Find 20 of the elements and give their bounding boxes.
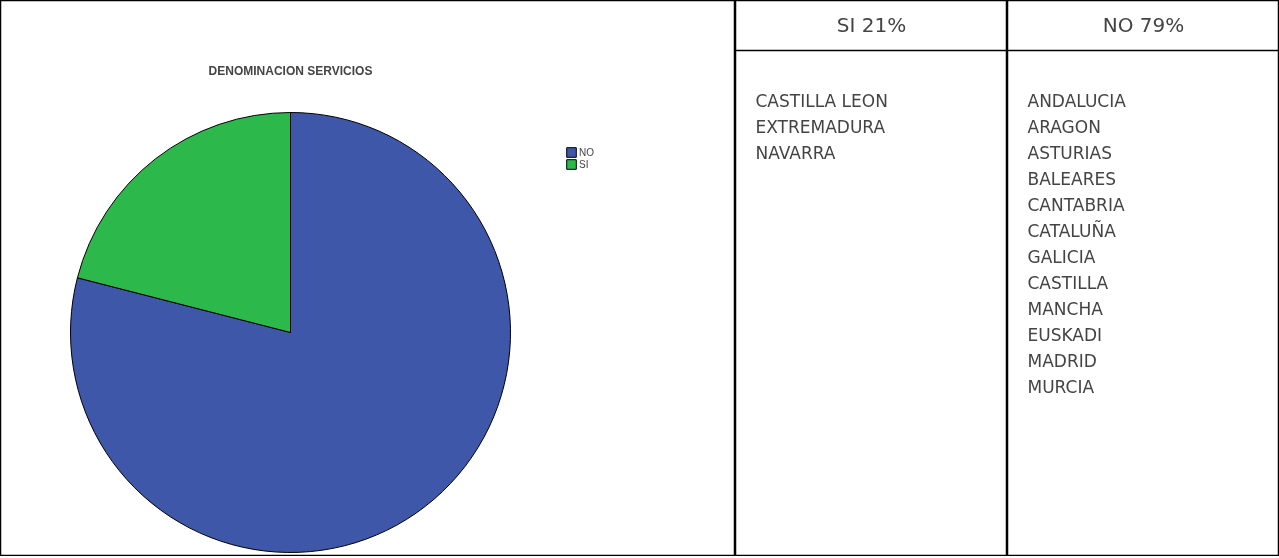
legend-label: NO — [579, 146, 595, 158]
text: MANCHA — [1027, 298, 1104, 319]
text: GALICIA — [1027, 246, 1096, 267]
text: ANDALUCIA — [1027, 90, 1127, 111]
text: CATALUÑA — [1027, 219, 1117, 241]
text: MURCIA — [1027, 376, 1095, 397]
legend-label: SI — [579, 158, 590, 170]
text: CANTABRIA — [1027, 194, 1125, 215]
text: SI 21% — [836, 12, 907, 37]
text: ARAGON — [1027, 116, 1101, 137]
text: NAVARRA — [755, 142, 836, 163]
text: CASTILLA — [1027, 272, 1109, 293]
text: MADRID — [1027, 350, 1097, 371]
text: ASTURIAS — [1027, 142, 1112, 163]
chart-title: DENOMINACION SERVICIOS — [208, 63, 373, 78]
text: EUSKADI — [1027, 324, 1103, 345]
text: NO 79% — [1102, 12, 1185, 37]
text: BALEARES — [1027, 168, 1116, 189]
text: EXTREMADURA — [755, 116, 886, 137]
text: CASTILLA LEON — [755, 90, 888, 111]
